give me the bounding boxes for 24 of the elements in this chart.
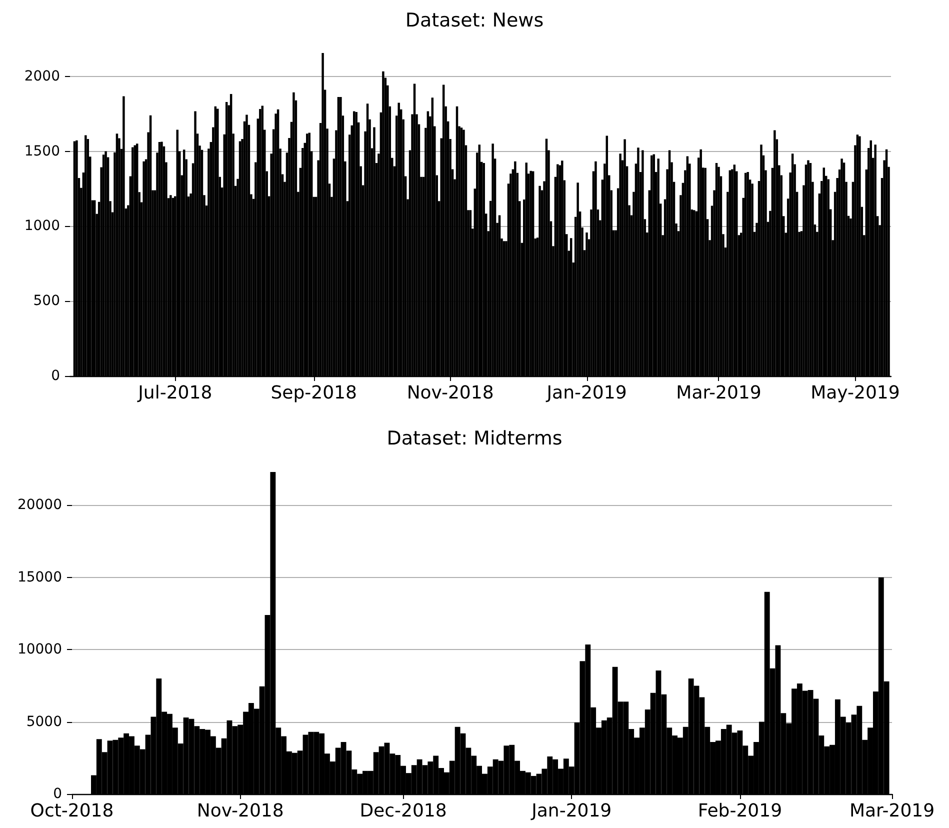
y-tick-label: 0: [51, 368, 60, 384]
y-tick-label: 20000: [17, 497, 62, 514]
x-tick-label: Feb-2019: [698, 800, 782, 822]
x-tick-label: Jan-2019: [530, 800, 612, 822]
x-tick-label: Dec-2018: [360, 800, 447, 822]
x-tick-label: Sep-2018: [270, 382, 357, 404]
y-tick-label: 1000: [24, 218, 60, 234]
y-tick-label: 2000: [24, 68, 60, 84]
chart-title: Dataset: Midterms: [386, 428, 562, 450]
x-tick-label: Mar-2019: [676, 382, 762, 404]
y-tick-label: 1500: [24, 143, 60, 160]
x-tick-label: Mar-2019: [849, 800, 935, 822]
y-tick-label: 500: [33, 293, 60, 310]
x-tick-label: Oct-2018: [30, 800, 114, 822]
x-tick-label: Nov-2018: [196, 800, 284, 822]
y-tick-label: 10000: [17, 642, 62, 658]
x-tick-label: Jan-2019: [546, 382, 627, 404]
y-tick-label: 0: [53, 786, 62, 802]
chart-title: Dataset: News: [405, 10, 544, 32]
y-tick-label: 15000: [17, 569, 62, 586]
x-tick-label: Nov-2018: [406, 382, 494, 404]
x-tick-label: Jul-2018: [137, 382, 212, 404]
x-tick-label: May-2019: [810, 382, 900, 404]
y-tick-label: 5000: [26, 714, 62, 730]
